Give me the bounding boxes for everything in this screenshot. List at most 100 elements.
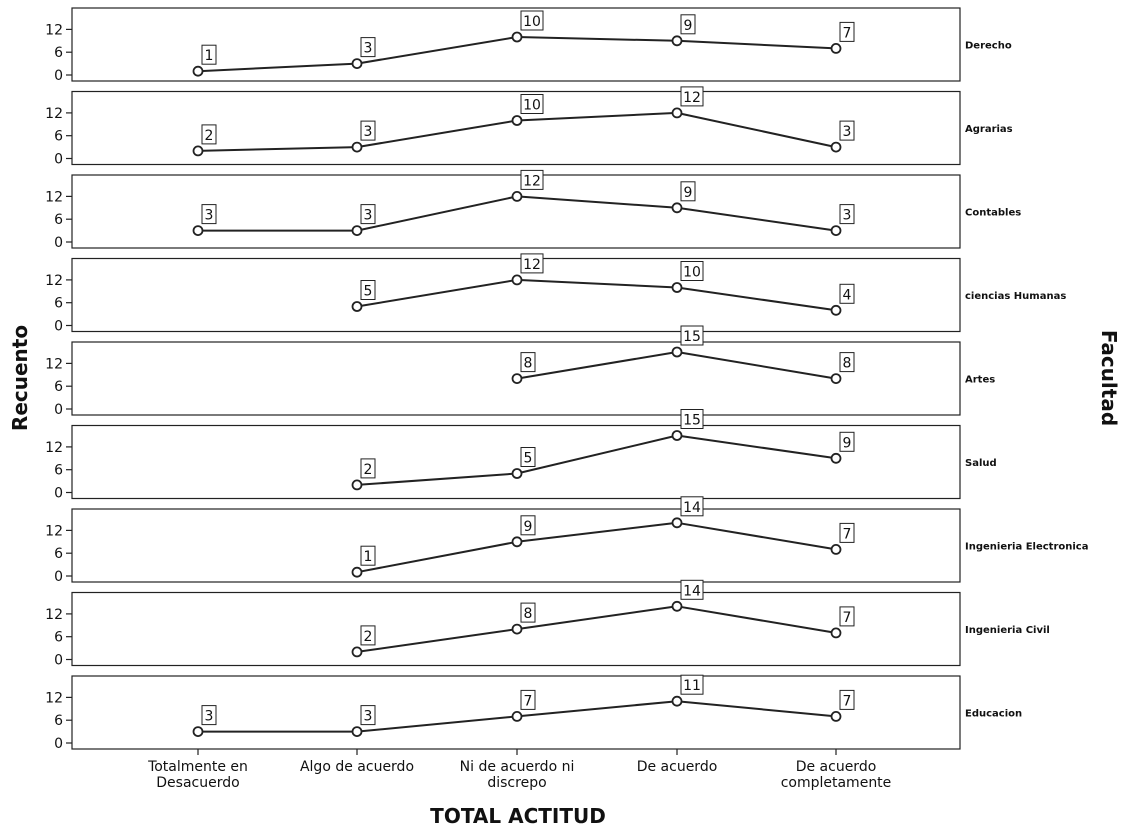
y-tick-label: 12 <box>45 22 63 38</box>
data-point <box>351 141 363 153</box>
series-line <box>676 351 837 380</box>
data-point <box>192 726 204 737</box>
y-tick-label: 12 <box>45 523 63 539</box>
data-point <box>192 65 204 77</box>
data-label: 9 <box>684 18 693 34</box>
data-label: 12 <box>683 90 701 106</box>
data-label: 9 <box>524 519 533 535</box>
panel-frame <box>71 508 961 583</box>
data-label: 5 <box>524 451 533 467</box>
data-label: 9 <box>684 185 693 201</box>
panel-frame <box>71 341 961 416</box>
y-tick-label: 6 <box>54 296 63 312</box>
facet-label: Artes <box>965 375 995 386</box>
series-line <box>516 111 678 122</box>
data-point <box>511 31 523 43</box>
x-tick-label: Algo de acuerdo <box>300 759 414 775</box>
data-label: 8 <box>524 356 533 372</box>
series-line <box>676 206 837 232</box>
y-tick-label: 12 <box>45 356 63 372</box>
data-label-box <box>839 204 855 225</box>
series-line <box>676 39 837 50</box>
y-tick-label: 12 <box>45 273 63 289</box>
data-label-box <box>839 522 855 543</box>
data-label-box <box>360 458 376 479</box>
data-label: 10 <box>523 14 541 30</box>
facet-panel: 0 6 12 Artes 8 15 8 <box>45 325 995 418</box>
x-tick-labels: Totalmente en Desacuerdo Algo de acuerdo Ni… <box>147 749 891 791</box>
facet-panel: 0 6 12 Contables 3 3 12 9 3 <box>45 169 1021 251</box>
facet-label: Ingenieria Civil <box>965 625 1050 636</box>
facet-label: Agrarias <box>965 124 1013 135</box>
facet-label: Educacion <box>965 709 1022 720</box>
data-point <box>671 600 683 612</box>
series-line <box>516 434 678 475</box>
data-label: 3 <box>205 208 214 224</box>
panel-frame <box>71 591 961 667</box>
data-point <box>671 107 683 119</box>
data-label: 7 <box>843 25 852 41</box>
y-tick-label: 0 <box>54 68 63 84</box>
panel-frame <box>71 675 961 750</box>
data-point <box>671 695 683 707</box>
data-point <box>511 468 523 479</box>
series-line <box>676 605 837 634</box>
series-line <box>516 195 678 209</box>
data-point <box>511 274 523 286</box>
series-line <box>356 540 518 574</box>
data-label: 5 <box>364 284 373 300</box>
data-label: 15 <box>683 329 701 345</box>
data-label: 1 <box>364 549 373 565</box>
data-label-box <box>520 447 536 467</box>
data-label: 4 <box>843 287 852 303</box>
facet-panel: 0 6 12 Agrarias 2 3 10 12 3 <box>45 86 1013 168</box>
data-label-box <box>520 352 536 373</box>
data-point <box>830 711 842 722</box>
data-label-box <box>680 14 696 35</box>
data-label-box <box>201 44 217 65</box>
data-point <box>830 141 842 153</box>
data-label: 8 <box>524 606 533 622</box>
data-label-box <box>360 705 376 726</box>
y-tick-label: 0 <box>54 402 63 418</box>
data-point <box>351 646 363 658</box>
facet-panel: 0 6 12 Derecho 1 3 10 9 7 <box>45 7 1012 84</box>
series-line <box>676 521 837 551</box>
data-point <box>351 301 363 312</box>
data-point <box>511 190 523 202</box>
y-tick-label: 0 <box>54 736 63 752</box>
data-label-box <box>680 674 704 695</box>
y-tick-label: 0 <box>54 569 63 585</box>
data-label: 15 <box>683 413 701 429</box>
y-tick-label: 0 <box>54 235 63 251</box>
data-label-box <box>520 169 544 190</box>
series-line <box>356 36 518 65</box>
y-tick-label: 6 <box>54 463 63 479</box>
data-point <box>511 373 523 385</box>
y-tick-label: 12 <box>45 189 63 205</box>
data-label-box <box>680 86 704 107</box>
facet-label: Salud <box>965 458 997 469</box>
data-point <box>830 373 842 385</box>
y-tick-label: 0 <box>54 653 63 669</box>
data-label: 14 <box>683 500 701 516</box>
data-point <box>671 430 683 441</box>
data-point <box>351 726 363 737</box>
data-label-box <box>680 325 704 346</box>
data-label-box <box>520 94 544 114</box>
facet-panel: 0 6 12 Ingenieria Electronica 1 9 14 7 <box>45 496 1088 585</box>
series-line <box>676 286 837 312</box>
series-line <box>356 472 518 486</box>
data-label-box <box>201 705 217 726</box>
data-label: 12 <box>523 257 541 273</box>
data-label-box <box>680 181 696 202</box>
data-label-box <box>520 602 536 623</box>
data-label-box <box>201 124 217 145</box>
x-tick-label: De acuerdo <box>637 759 718 775</box>
data-point <box>830 627 842 639</box>
data-point <box>511 711 523 722</box>
series-line <box>516 605 678 631</box>
data-label: 3 <box>364 709 373 725</box>
